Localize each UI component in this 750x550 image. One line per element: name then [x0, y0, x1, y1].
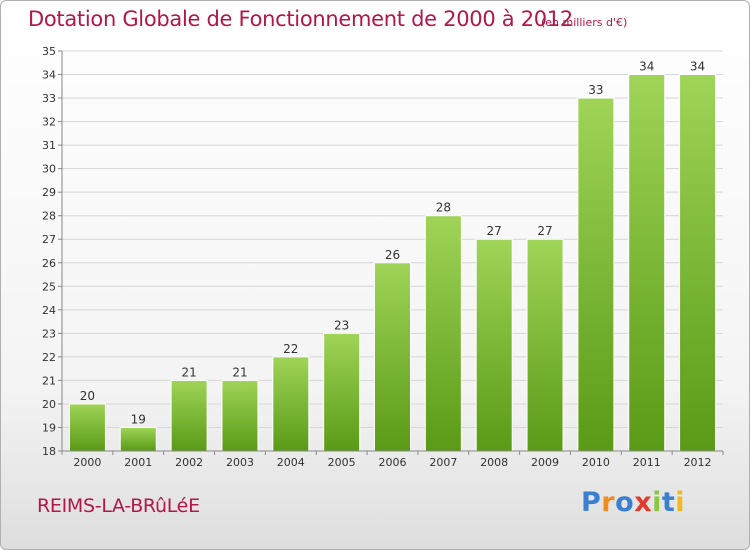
bar-2000	[68, 403, 106, 452]
y-tick-label: 29	[42, 186, 56, 199]
y-tick-label: 22	[42, 351, 56, 364]
y-tick-label: 34	[42, 69, 56, 82]
logo-letter: i	[652, 487, 662, 518]
x-axis-ticks: 2000 2001 2002 2003 2004 2005 2006 2007 2008 2009…	[61, 451, 724, 469]
value-label-2004: 22	[283, 342, 298, 356]
y-tick-label: 28	[42, 210, 56, 223]
y-tick-label: 26	[42, 257, 56, 270]
bar-2003	[221, 379, 259, 452]
y-tick-label: 18	[42, 445, 56, 458]
bar-2004	[272, 356, 310, 452]
x-tick-label-2007: 2007	[429, 456, 457, 469]
logo-letter: o	[615, 487, 635, 518]
bar-2010	[577, 97, 615, 452]
y-tick-label: 19	[42, 421, 56, 434]
y-tick-label: 33	[42, 92, 56, 105]
y-tick-label: 25	[42, 280, 56, 293]
value-label-2007: 28	[436, 201, 451, 215]
bar-2002	[170, 379, 208, 452]
bars	[68, 74, 717, 452]
y-tick-label: 23	[42, 327, 56, 340]
x-tick-label-2002: 2002	[175, 456, 203, 469]
value-label-2011: 34	[639, 60, 654, 74]
x-tick-label-2003: 2003	[226, 456, 254, 469]
x-tick-label-2010: 2010	[582, 456, 610, 469]
value-label-2009: 27	[537, 224, 552, 238]
y-tick-label: 35	[42, 45, 56, 58]
y-tick-label: 20	[42, 398, 56, 411]
value-labels: 20 19 21 21 22 23 26 28 27 27 33 34 34	[80, 60, 705, 427]
logo-letter: x	[634, 487, 653, 518]
y-tick-label: 21	[42, 374, 56, 387]
value-label-2005: 23	[334, 318, 349, 332]
x-tick-label-2005: 2005	[328, 456, 356, 469]
proxiti-logo[interactable]: Proxiti	[581, 487, 685, 518]
value-label-2002: 21	[181, 365, 196, 379]
value-label-2006: 26	[385, 248, 400, 262]
value-label-2001: 19	[131, 412, 146, 426]
bar-2005	[323, 332, 361, 452]
y-tick-label: 24	[42, 304, 56, 317]
value-label-2008: 27	[487, 224, 502, 238]
x-tick-label-2012: 2012	[684, 456, 712, 469]
bar-2009	[526, 238, 564, 452]
chart-subtitle: (en milliers d'€)	[541, 16, 628, 29]
logo-letter: r	[601, 487, 616, 518]
bar-2008	[475, 238, 513, 452]
y-tick-label: 32	[42, 116, 56, 129]
logo-letter: t	[661, 487, 676, 518]
logo-letter: i	[675, 487, 686, 518]
x-tick-label-2004: 2004	[277, 456, 305, 469]
bar-2006	[374, 262, 411, 452]
x-tick-label-2011: 2011	[633, 456, 661, 469]
y-tick-label: 27	[42, 233, 56, 246]
value-label-2000: 20	[80, 389, 95, 403]
y-tick-label: 30	[42, 163, 56, 176]
value-label-2010: 33	[588, 83, 603, 97]
bar-2012	[679, 74, 717, 452]
x-tick-label-2000: 2000	[73, 456, 101, 469]
x-tick-label-2009: 2009	[531, 456, 559, 469]
x-tick-label-2008: 2008	[480, 456, 508, 469]
bar-2001	[119, 426, 157, 452]
x-tick-label-2006: 2006	[379, 456, 407, 469]
x-tick-label-2001: 2001	[124, 456, 152, 469]
axes	[61, 51, 723, 452]
chart-title: Dotation Globale de Fonctionnement de 20…	[28, 7, 573, 31]
commune-name: REIMS-LA-BRûLéE	[37, 495, 200, 517]
logo-letter: P	[581, 487, 602, 518]
value-label-2003: 21	[232, 365, 247, 379]
bar-2011	[628, 74, 666, 452]
bar-2007	[424, 215, 462, 452]
y-axis-ticks: 18 19 20 21 22 23 24 25 26 27 28 29 30 31 32 33 34 35	[42, 45, 62, 458]
value-label-2012: 34	[690, 60, 705, 74]
y-tick-label: 31	[42, 139, 56, 152]
